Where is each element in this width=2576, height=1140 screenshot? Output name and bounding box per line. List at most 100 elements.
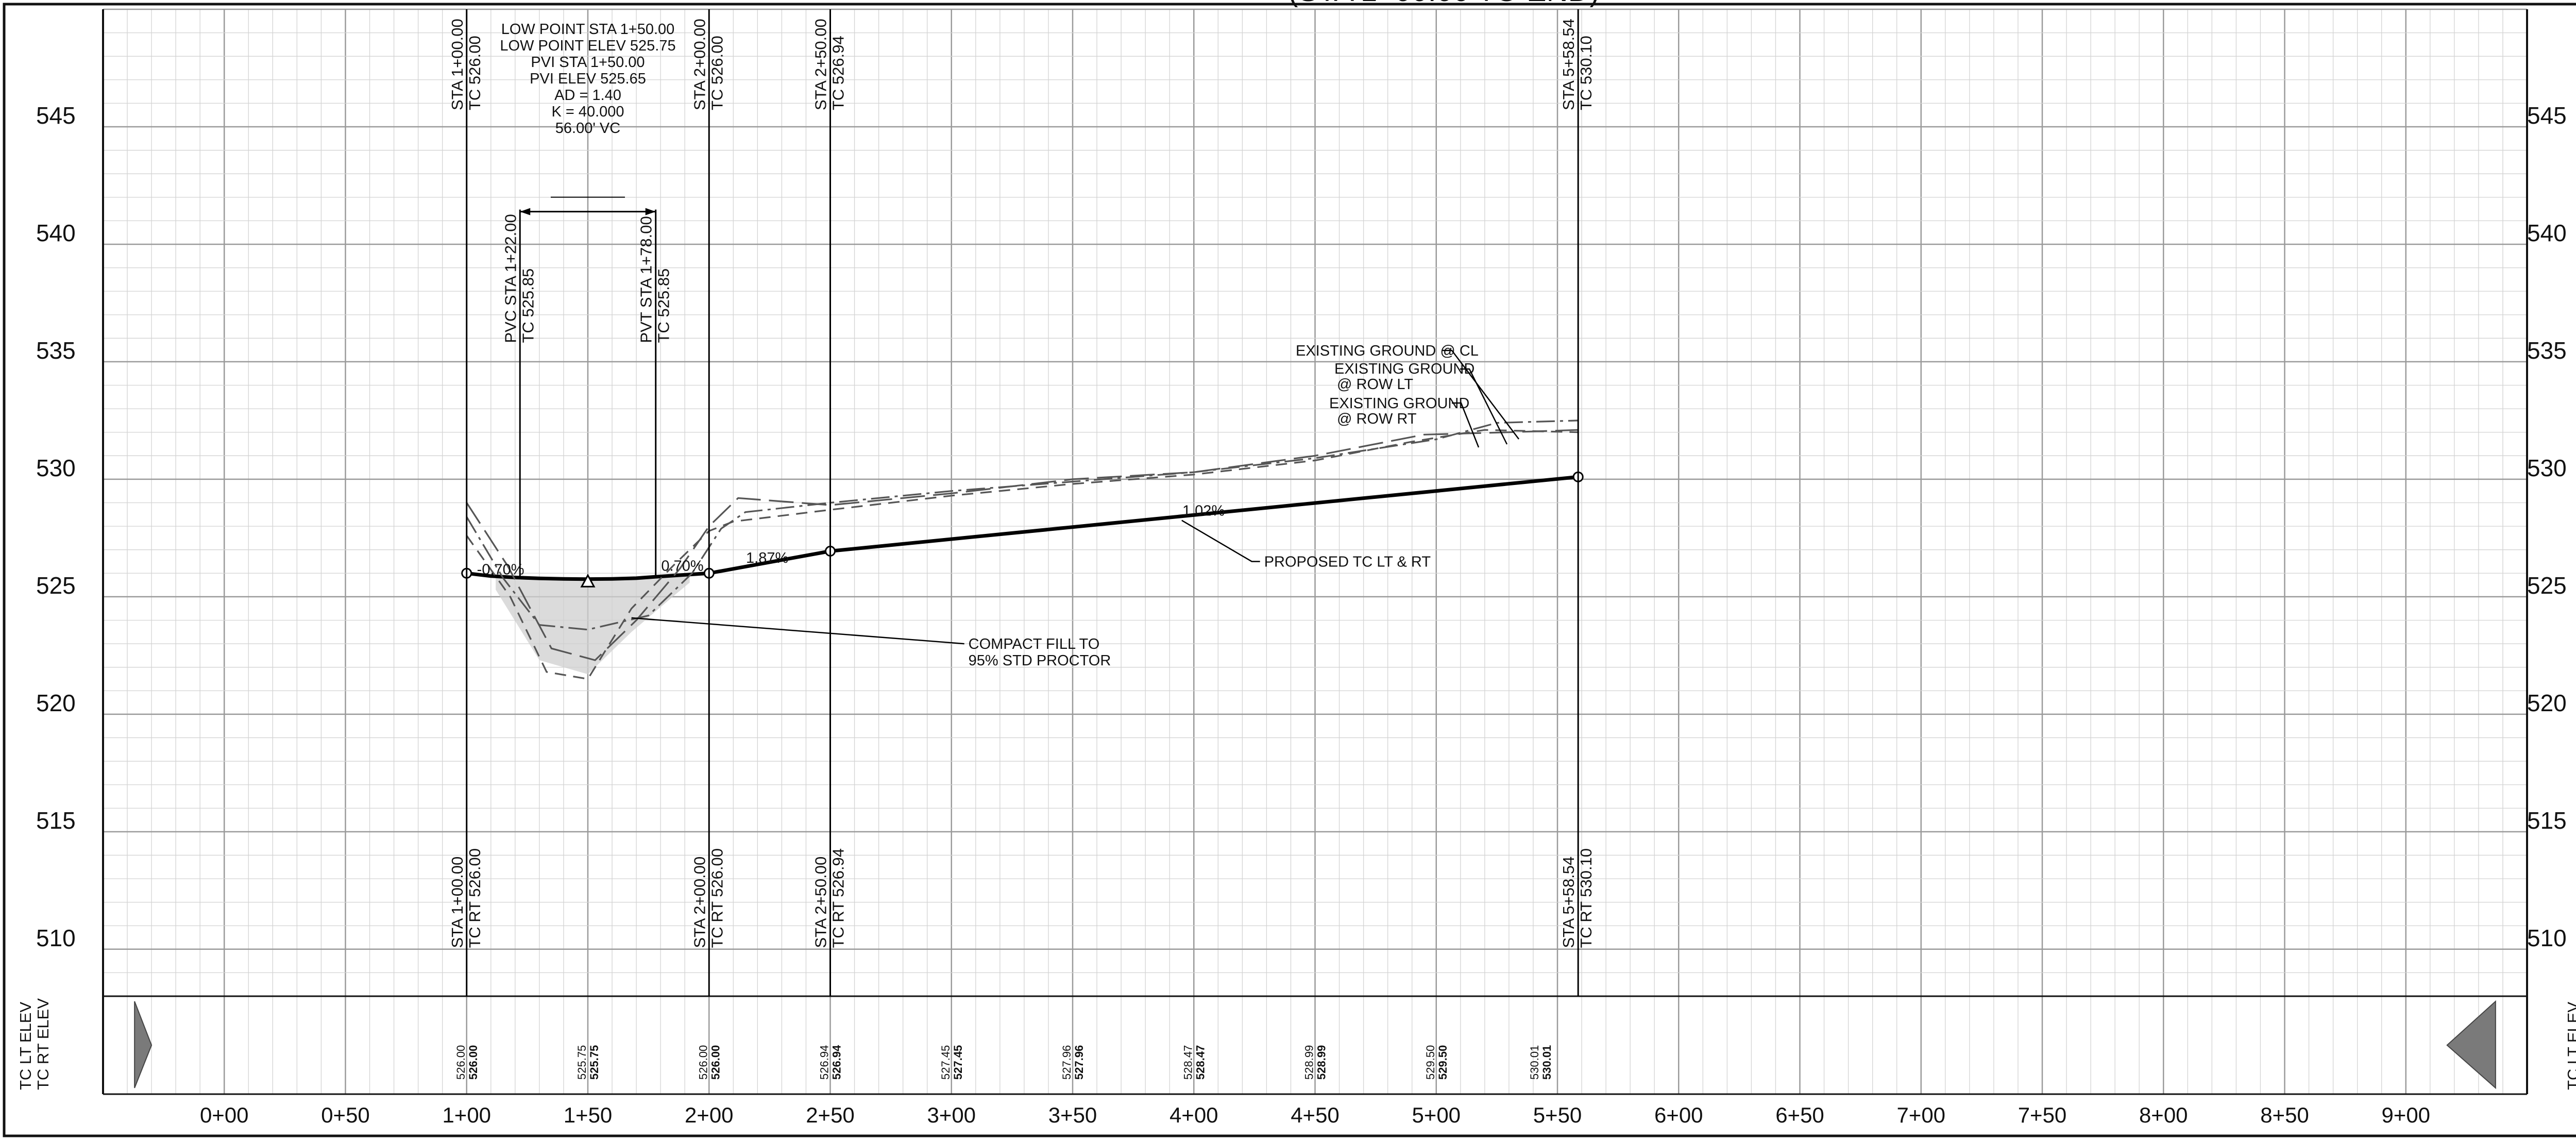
y-tick-label-left: 520 — [36, 690, 76, 716]
station-label-top-line: STA 2+50.00 — [812, 19, 830, 110]
table-arrow-left — [134, 1001, 152, 1088]
elev-cell: 526.00 526.00 — [697, 1045, 722, 1080]
station-label-top-line: STA 2+00.00 — [690, 19, 708, 110]
fill-note-line: 95% STD PROCTOR — [969, 652, 1111, 669]
station-label-top: STA 2+00.00 TC 526.00 — [690, 19, 726, 110]
y-tick-label-right: 540 — [2527, 220, 2567, 246]
fill-leader — [631, 617, 964, 645]
vc-info-line: AD = 1.40 — [554, 87, 621, 104]
series-line-proposed — [466, 475, 1579, 581]
vc-info-line: PVI STA 1+50.00 — [531, 54, 645, 71]
row-label-lt: TC LT ELEV — [2564, 1002, 2576, 1090]
vc-arrow-right — [645, 208, 656, 215]
elev-cell: 527.45 527.45 — [939, 1045, 964, 1080]
x-tick-label: 8+50 — [2260, 1103, 2309, 1127]
row-label-lt: TC LT ELEV — [16, 1002, 35, 1090]
x-tick-label: 0+50 — [321, 1103, 370, 1127]
header-text: (STA 1+00.00 TO END) — [1288, 0, 1599, 8]
station-label-bottom: STA 2+50.00 TC RT 526.94 — [812, 848, 848, 948]
x-tick-label: 2+50 — [806, 1103, 855, 1127]
station-label-top-line: STA 5+58.54 — [1560, 19, 1578, 110]
eg-rt-leader — [1452, 402, 1480, 448]
drawing-border — [3, 3, 2576, 1137]
station-label-bottom-line: STA 2+50.00 — [812, 857, 830, 948]
elev-lt-value: 526.00 — [454, 1045, 467, 1080]
station-label-top-line: TC 526.00 — [466, 36, 484, 110]
elev-rt-value: 526.00 — [709, 1045, 722, 1080]
elev-cell: 527.96 527.96 — [1060, 1045, 1086, 1080]
station-label-bottom: STA 1+00.00 TC RT 526.00 — [448, 848, 484, 948]
x-tick-label: 8+00 — [2139, 1103, 2188, 1127]
axes-labels: 510 510 515 515 520 520 525 525 530 530 535 535 540 5… — [36, 102, 2567, 1127]
y-tick-label-left: 525 — [36, 572, 76, 599]
y-tick-label-right: 520 — [2527, 690, 2567, 716]
y-tick-label-right: 535 — [2527, 337, 2567, 364]
vc-info-line: 56.00' VC — [555, 120, 620, 137]
elev-rt-value: 525.75 — [588, 1045, 601, 1080]
x-tick-label: 0+00 — [200, 1103, 249, 1127]
x-tick-label: 2+00 — [685, 1103, 734, 1127]
series-line-existing-2 — [466, 429, 1579, 680]
elev-lt-value: 526.94 — [818, 1045, 831, 1080]
table-arrow-right — [2446, 1000, 2496, 1089]
station-label-top-line: TC 530.10 — [1577, 36, 1595, 110]
elev-cell: 528.99 528.99 — [1303, 1045, 1328, 1080]
elev-lt-value: 528.47 — [1181, 1045, 1194, 1080]
x-tick-label: 3+00 — [927, 1103, 976, 1127]
elev-lt-value: 527.96 — [1060, 1045, 1073, 1080]
elev-cell: 529.50 529.50 — [1424, 1045, 1449, 1080]
station-lines — [466, 9, 1579, 996]
x-tick-label: 1+00 — [442, 1103, 491, 1127]
grade-label: 1.02% — [1182, 503, 1225, 519]
station-label-top: STA 5+58.54 TC 530.10 — [1560, 19, 1595, 110]
elev-cell: 525.75 525.75 — [575, 1045, 601, 1080]
existing-ground-label: @ ROW RT — [1337, 411, 1417, 427]
station-label-bottom-line: TC RT 526.00 — [708, 848, 726, 948]
elev-lt-value: 526.00 — [697, 1045, 709, 1080]
vc-info-line: LOW POINT ELEV 525.75 — [500, 38, 675, 54]
vc-info-line: LOW POINT STA 1+50.00 — [501, 21, 675, 38]
pvi-marker-triangle — [580, 574, 596, 588]
x-tick-label: 6+50 — [1775, 1103, 1824, 1127]
grade-label: 0.70% — [661, 558, 703, 575]
x-tick-label: 5+00 — [1412, 1103, 1461, 1127]
elev-rt-value: 530.01 — [1540, 1045, 1553, 1080]
station-label-top-line: TC 526.00 — [708, 36, 726, 110]
eg-cl-leader — [1443, 349, 1519, 440]
grid — [102, 8, 2528, 1095]
x-tick-label: 7+50 — [2018, 1103, 2067, 1127]
station-label-bottom-line: STA 2+00.00 — [690, 857, 708, 948]
station-label-top-line: TC 526.94 — [829, 36, 848, 110]
station-label-bottom: STA 2+00.00 TC RT 526.00 — [690, 848, 726, 948]
elev-lt-value: 527.45 — [939, 1045, 952, 1080]
pvc-label-line: TC 525.85 — [519, 269, 537, 343]
y-tick-label-right: 515 — [2527, 807, 2567, 834]
compact-fill-area — [496, 574, 690, 675]
station-label-top-line: STA 1+00.00 — [448, 19, 466, 110]
pvt-label: PVT STA 1+78.00 TC 525.85 — [637, 216, 673, 343]
y-tick-label-right: 510 — [2527, 925, 2567, 951]
x-tick-label: 9+00 — [2381, 1103, 2430, 1127]
row-label-rt: TC RT ELEV — [34, 998, 52, 1090]
elev-rt-value: 527.96 — [1073, 1045, 1086, 1080]
fill-note-line: COMPACT FILL TO — [969, 636, 1100, 652]
y-tick-label-left: 530 — [36, 455, 76, 481]
elev-rt-value: 528.99 — [1315, 1045, 1328, 1080]
elev-cell: 528.47 528.47 — [1181, 1045, 1207, 1080]
existing-ground-label: EXISTING GROUND — [1329, 395, 1469, 412]
grade-label: -0.70% — [477, 562, 524, 578]
y-tick-label-right: 545 — [2527, 102, 2567, 129]
vc-arrow-left — [520, 208, 531, 215]
station-label-bottom-line: STA 1+00.00 — [448, 857, 466, 948]
vc-info-line: K = 40.000 — [551, 104, 624, 120]
proposed-leader — [1181, 519, 1260, 562]
elev-cell: 526.00 526.00 — [454, 1045, 480, 1080]
series-line-existing-3 — [466, 429, 1579, 661]
elev-rt-value: 529.50 — [1436, 1045, 1449, 1080]
y-tick-label-left: 545 — [36, 102, 76, 129]
station-label-bottom: STA 5+58.54 TC RT 530.10 — [1560, 848, 1595, 948]
